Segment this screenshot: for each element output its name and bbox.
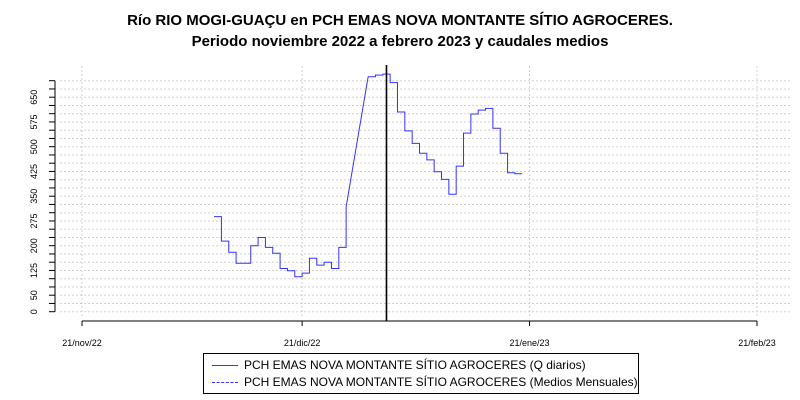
- series-line-daily: [214, 73, 523, 278]
- y-tick-label: 350: [29, 189, 39, 204]
- chart-title: Río RIO MOGI-GUAÇU en PCH EMAS NOVA MONT…: [127, 12, 673, 29]
- x-tick-label: 21/nov/22: [62, 338, 102, 348]
- y-tick-label: 650: [29, 90, 39, 105]
- legend-item-daily: PCH EMAS NOVA MONTANTE SÍTIO AGROCERES (…: [204, 357, 586, 373]
- legend-label-daily: PCH EMAS NOVA MONTANTE SÍTIO AGROCERES (…: [244, 358, 586, 372]
- legend: PCH EMAS NOVA MONTANTE SÍTIO AGROCERES (…: [203, 353, 639, 394]
- y-tick-label: 50: [29, 290, 39, 300]
- y-tick-label: 500: [29, 139, 39, 154]
- legend-line-dashed: [212, 381, 238, 383]
- y-tick-label: 125: [29, 263, 39, 278]
- legend-label-monthly: PCH EMAS NOVA MONTANTE SÍTIO AGROCERES (…: [244, 375, 638, 389]
- x-tick-label: 21/dic/22: [284, 338, 321, 348]
- x-tick-label: 21/feb/23: [738, 338, 776, 348]
- y-tick-label: 0: [29, 309, 39, 314]
- y-tick-label: 275: [29, 213, 39, 228]
- x-tick-label: 21/ene/23: [510, 338, 550, 348]
- legend-item-monthly: PCH EMAS NOVA MONTANTE SÍTIO AGROCERES (…: [204, 374, 638, 390]
- y-tick-label: 425: [29, 164, 39, 179]
- legend-line-solid: [212, 364, 238, 366]
- y-tick-label: 200: [29, 238, 39, 253]
- y-tick-label: 575: [29, 114, 39, 129]
- chart-subtitle: Periodo noviembre 2022 a febrero 2023 y …: [191, 33, 609, 50]
